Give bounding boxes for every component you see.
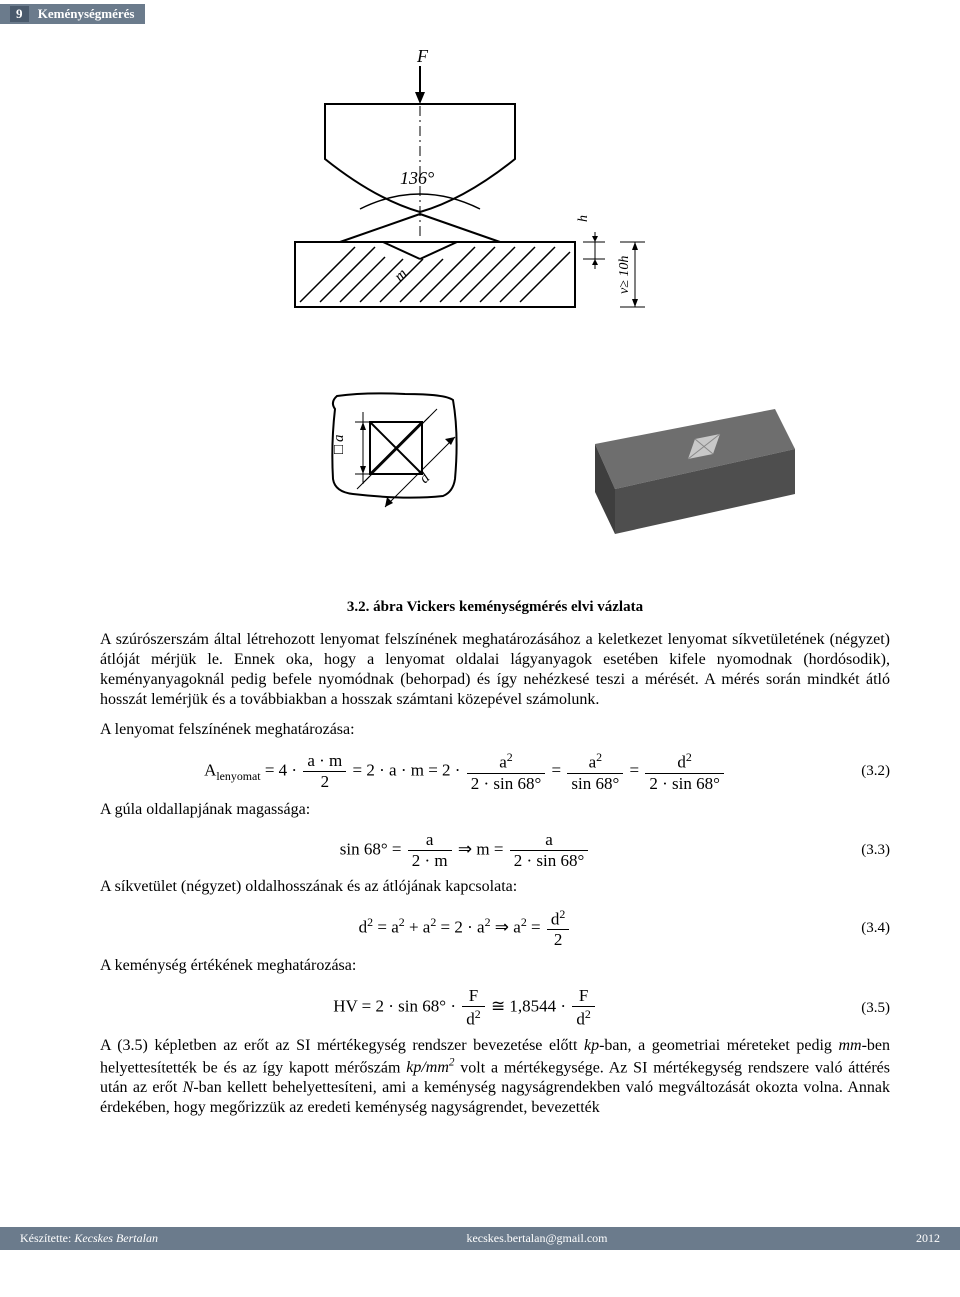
equation-3-5: HV = 2 · sin 68° · Fd2 ≅ 1,8544 · Fd2 (3… [100,986,890,1030]
vickers-diagram: F 136° [100,44,890,589]
frac-top: a [408,830,452,851]
eq-var: a [499,753,507,772]
line-4: A keménység értékének meghatározása: [100,956,890,976]
eq-part: = [552,761,566,780]
eq-var: a [589,753,597,772]
frac-bot: 2 · m [408,851,452,871]
eq-num: (3.3) [830,842,890,859]
eq-part: = 2 · a · m = 2 · [353,761,461,780]
frac-bot: 2 · sin 68° [510,851,589,871]
text: kp/mm [406,1059,449,1076]
frac-top: F [572,986,594,1007]
line-2: A gúla oldallapjának magassága: [100,800,890,820]
v-label: v≥ 10h [617,256,632,294]
header-title: Keménységmérés [38,6,135,21]
text: kp [584,1037,599,1054]
eq-num: (3.4) [830,920,890,937]
diagram-svg: F 136° [185,44,805,584]
figure-caption: 3.2. ábra Vickers keménységmérés elvi vá… [100,599,890,616]
frac-top: a · m [303,751,346,772]
frac-bot: 2 · sin 68° [467,774,546,794]
force-label: F [416,46,429,66]
frac-top: a [510,830,589,851]
text: mm [838,1037,861,1054]
eq-part: = [630,761,644,780]
frac-bot: sin 68° [567,774,623,794]
eq-part: sin 68° = [340,839,402,858]
eq-part: ⇒ m = [458,839,508,858]
equation-3-4: d2 = a2 + a2 = 2 · a2 ⇒ a2 = d22 (3.4) [100,907,890,951]
eq-part: = 4 · [265,761,297,780]
sub-lenyomat: lenyomat [216,769,260,783]
footer-year: 2012 [916,1231,940,1246]
eq-part: = 2 · a [441,917,485,936]
h-label: h [576,215,591,222]
text: A (3.5) képletben az erőt az SI mértékeg… [100,1037,584,1054]
text: -ban kellett behelyettesíteni, ami a kem… [100,1079,890,1116]
page-number: 9 [10,6,29,22]
text: N [183,1079,194,1096]
eq-part: = a [377,917,398,936]
eq-var: d [359,917,368,936]
frac-bot: 2 [303,772,346,792]
a-label: a [331,435,347,443]
footer-author: Kecskes Bertalan [74,1231,158,1245]
eq-var: d [576,1010,585,1029]
eq-num: (3.2) [830,763,890,780]
text: -ban, a geometriai méreteket pedig [599,1037,838,1054]
d-label: d [417,470,434,487]
footer-email: kecskes.bertalan@gmail.com [466,1231,607,1246]
footer-label: Készítette: [20,1231,71,1245]
eq-var: d [466,1010,475,1029]
paragraph-5: A (3.5) képletben az erőt az SI mértékeg… [100,1036,890,1118]
eq-part: ⇒ a [495,917,521,936]
square-label: □ [331,445,347,454]
equation-3-2: Alenyomat = 4 · a · m2 = 2 · a · m = 2 ·… [100,750,890,794]
frac-bot: 2 · sin 68° [645,774,724,794]
line-1: A lenyomat felszínének meghatározása: [100,720,890,740]
line-3: A síkvetület (négyzet) oldalhosszának és… [100,877,890,897]
eq-part: HV = 2 · sin 68° · [333,997,460,1016]
paragraph-1: A szúrószerszám által létrehozott lenyom… [100,630,890,710]
page-footer: Készítette: Kecskes Bertalan kecskes.ber… [0,1227,960,1250]
eq-part: = [531,917,545,936]
eq-part: + a [409,917,430,936]
page-header: 9 Keménységmérés [0,4,145,24]
eq-num: (3.5) [830,1000,890,1017]
angle-label: 136° [400,168,434,188]
eq-part: ≅ 1,8544 · [491,997,570,1016]
frac-top: F [462,986,484,1007]
footer-made: Készítette: Kecskes Bertalan [20,1231,158,1246]
frac-bot: 2 [547,930,569,950]
equation-3-3: sin 68° = a2 · m ⇒ m = a2 · sin 68° (3.3… [100,830,890,871]
eq-var: d [677,753,686,772]
